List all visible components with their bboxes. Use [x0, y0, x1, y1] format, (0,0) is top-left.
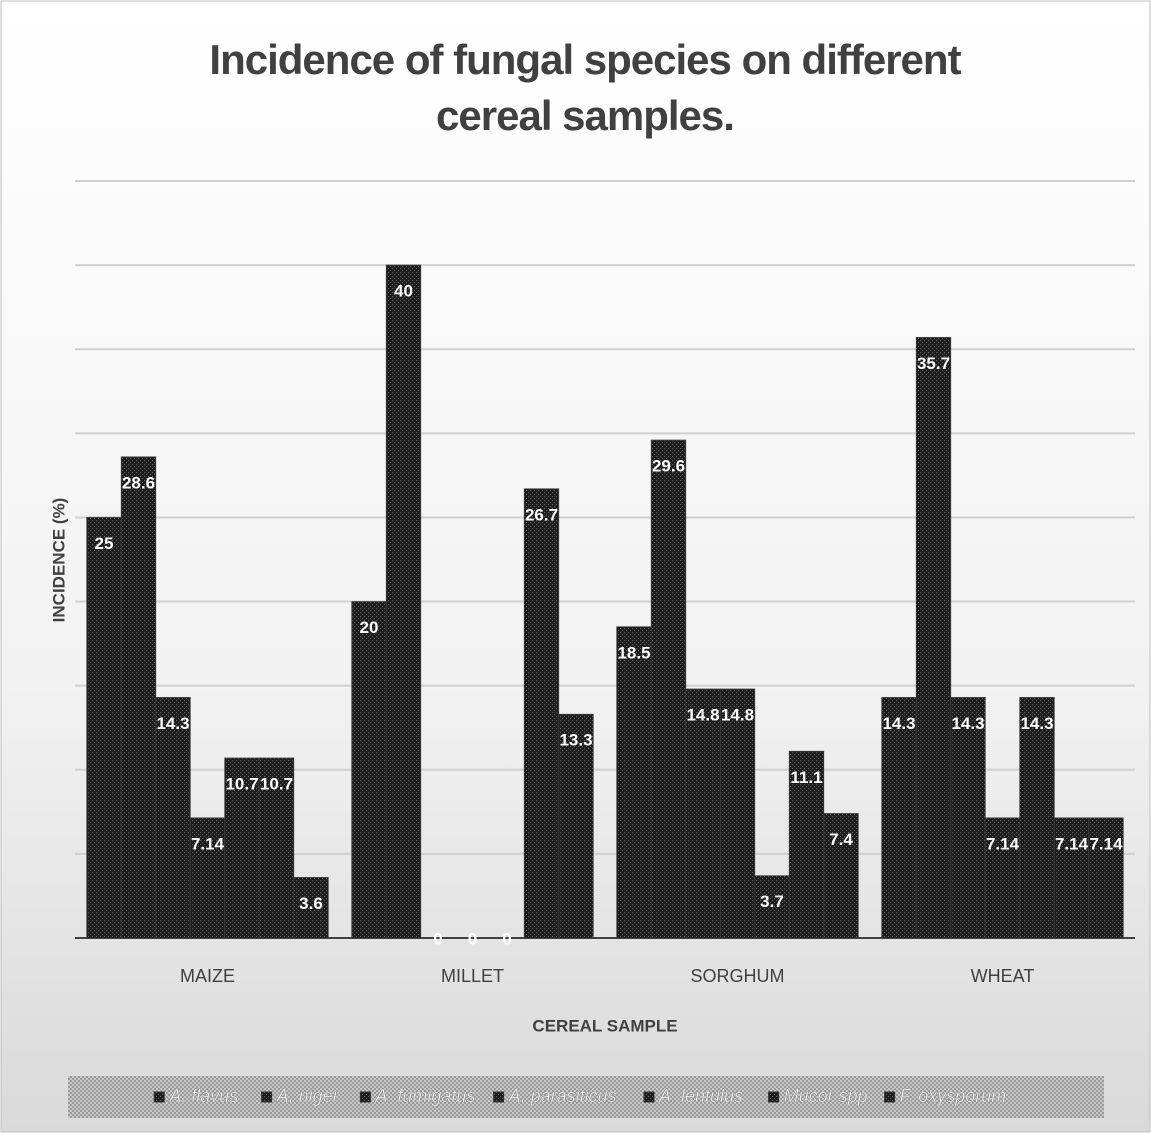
data-label: 18.5 [617, 643, 650, 662]
bar [1019, 697, 1055, 939]
legend-box [68, 1076, 1104, 1118]
legend-label: A. fumigatus [374, 1086, 475, 1106]
data-label: 7.14 [191, 834, 225, 853]
bar [351, 601, 387, 939]
bar [523, 488, 560, 939]
data-label: 40 [394, 282, 413, 301]
bar [86, 517, 122, 939]
bar [685, 688, 721, 939]
legend-marker [153, 1091, 165, 1103]
bar [650, 439, 687, 939]
data-label: 28.6 [122, 473, 155, 492]
bar [950, 697, 986, 939]
bar [385, 264, 422, 939]
data-label: 25 [95, 534, 114, 553]
data-label: 7.14 [1055, 834, 1089, 853]
x-tick-label: MAIZE [180, 966, 235, 986]
data-label: 10.7 [225, 774, 258, 793]
data-label: 26.7 [525, 505, 558, 524]
legend-marker [493, 1091, 505, 1103]
legend-marker [359, 1091, 371, 1103]
data-label: 35.7 [917, 354, 950, 373]
bar [881, 697, 917, 939]
data-label: 3.6 [299, 894, 323, 913]
legend-label: Mucor spp. [784, 1086, 873, 1106]
data-label: 3.7 [760, 892, 784, 911]
legend-marker [261, 1091, 273, 1103]
data-label: 7.14 [986, 834, 1020, 853]
x-tick-label: WHEAT [971, 966, 1035, 986]
legend-label: F. oxysporum [900, 1086, 1007, 1106]
data-label: 29.6 [652, 457, 685, 476]
y-axis-label: INCIDENCE (%) [49, 498, 68, 623]
data-label: 0 [468, 929, 477, 948]
legend-label: A. parasiticus [508, 1086, 617, 1106]
bar [189, 817, 226, 939]
bar [823, 813, 859, 939]
x-axis-label: CEREAL SAMPLE [532, 1016, 677, 1035]
chart-title: Incidence of fungal species on different… [209, 36, 961, 139]
data-label: 7.4 [829, 830, 853, 849]
legend-label: A. flavus [168, 1086, 238, 1106]
bar [558, 713, 594, 939]
bar [1088, 817, 1124, 939]
data-label: 14.3 [882, 714, 915, 733]
legend-marker [643, 1091, 655, 1103]
bar [616, 626, 652, 939]
bar [719, 688, 756, 939]
data-label: 14.3 [1020, 714, 1053, 733]
data-label: 14.3 [951, 714, 984, 733]
x-tick-label: SORGHUM [691, 966, 785, 986]
bar [915, 337, 952, 939]
bar [788, 750, 825, 939]
bar [293, 877, 329, 939]
bar [984, 817, 1021, 939]
legend-marker [884, 1091, 896, 1103]
bar [754, 875, 790, 939]
data-label: 14.3 [156, 714, 189, 733]
legend-label: A. niger [276, 1086, 340, 1106]
data-label: 7.14 [1089, 834, 1123, 853]
legend-marker [768, 1091, 780, 1103]
bar [1053, 817, 1090, 939]
data-label: 13.3 [559, 731, 592, 750]
data-label: 20 [360, 618, 379, 637]
bar [120, 456, 157, 939]
data-label: 0 [502, 929, 511, 948]
legend-label: A. lentulus [658, 1086, 743, 1106]
bar [155, 697, 191, 939]
bar [258, 757, 295, 939]
x-tick-label: MILLET [441, 966, 504, 986]
data-label: 0 [433, 929, 442, 948]
data-label: 10.7 [260, 774, 293, 793]
data-label: 14.8 [721, 706, 754, 725]
bar [224, 757, 260, 939]
data-label: 14.8 [686, 706, 719, 725]
data-label: 11.1 [790, 768, 822, 787]
